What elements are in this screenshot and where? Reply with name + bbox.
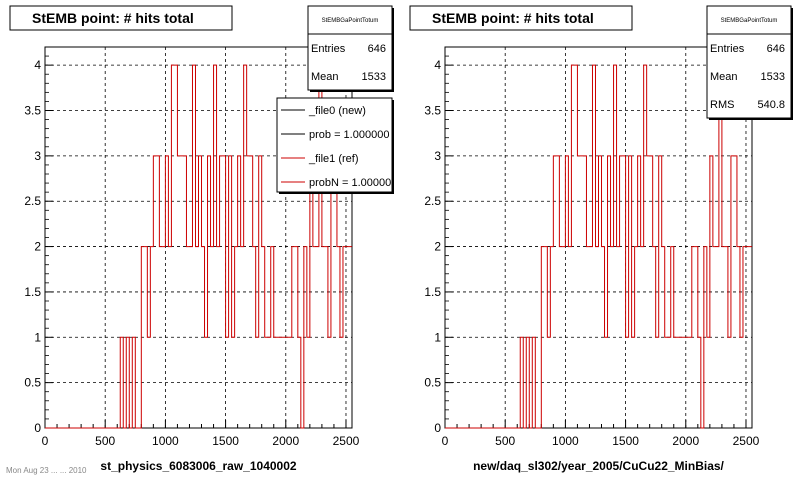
ytick-label-0-0: 0: [34, 421, 41, 435]
xtick-label-1-2: 1000: [552, 434, 579, 448]
xtick-label-0-3: 1500: [212, 434, 239, 448]
ytick-label-0-4: 2: [34, 240, 41, 254]
legend-box-0: [276, 97, 393, 193]
ytick-label-1-0: 0: [434, 421, 441, 435]
stats-label-0-0: Entries: [311, 43, 346, 55]
ytick-label-1-2: 1: [434, 330, 441, 344]
stats-value-1-0: 646: [767, 43, 785, 55]
stats-label-0-1: Mean: [311, 71, 339, 83]
xtick-label-1-0: 0: [442, 434, 449, 448]
ytick-label-1-6: 3: [434, 149, 441, 163]
ytick-label-1-5: 2.5: [424, 194, 441, 208]
xtick-label-0-1: 500: [95, 434, 115, 448]
xtick-label-1-4: 2000: [672, 434, 699, 448]
legend-label-0-0: _file0 (new): [308, 105, 366, 117]
xtick-label-0-4: 2000: [272, 434, 299, 448]
chart-title-1: StEMB point: # hits total: [432, 10, 594, 26]
stats-value-1-1: 1533: [761, 71, 785, 83]
xtick-label-0-2: 1000: [152, 434, 179, 448]
ytick-label-0-1: 0.5: [24, 376, 41, 390]
ytick-label-0-6: 3: [34, 149, 41, 163]
series-line-0-0: [45, 64, 352, 429]
ytick-label-1-7: 3.5: [424, 104, 441, 118]
stats-value-1-2: 540.8: [757, 99, 785, 111]
ytick-label-1-3: 1.5: [424, 285, 441, 299]
x-axis-label-0: st_physics_6083006_raw_1040002: [100, 459, 296, 473]
ytick-label-1-1: 0.5: [424, 376, 441, 390]
series-line-1-0: [445, 64, 752, 429]
ytick-label-0-2: 1: [34, 330, 41, 344]
stats-box-0: [307, 5, 393, 91]
xtick-label-0-0: 0: [42, 434, 49, 448]
footer-text: Mon Aug 23 ... ... 2010: [6, 466, 87, 475]
stats-value-0-0: 646: [368, 43, 386, 55]
stats-title-0: StEMBGaPointTotum: [322, 18, 379, 24]
ytick-label-0-5: 2.5: [24, 194, 41, 208]
title-box-1: [409, 5, 633, 31]
ytick-label-1-8: 4: [434, 58, 441, 72]
ytick-label-1-4: 2: [434, 240, 441, 254]
stats-value-0-1: 1533: [362, 71, 386, 83]
xtick-label-1-3: 1500: [612, 434, 639, 448]
x-axis-label-1: new/daq_sl302/year_2005/CuCu22_MinBias/: [473, 459, 724, 473]
title-box-0: [9, 5, 233, 31]
stats-label-1-2: RMS: [710, 99, 734, 111]
stats-label-1-0: Entries: [710, 43, 745, 55]
xtick-label-1-1: 500: [495, 434, 515, 448]
xtick-label-1-5: 2500: [733, 434, 760, 448]
chart-title-0: StEMB point: # hits total: [32, 10, 194, 26]
xtick-label-0-5: 2500: [333, 434, 360, 448]
ytick-label-0-7: 3.5: [24, 104, 41, 118]
legend-label-0-3: probN = 1.000000: [309, 177, 397, 189]
stats-title-1: StEMBGaPointTotum: [721, 18, 778, 24]
stats-label-1-1: Mean: [710, 71, 738, 83]
legend-label-0-2: _file1 (ref): [308, 153, 359, 165]
legend-label-0-1: prob = 1.000000: [309, 129, 389, 141]
ytick-label-0-8: 4: [34, 58, 41, 72]
ytick-label-0-3: 1.5: [24, 285, 41, 299]
stats-box-1: [706, 5, 792, 119]
